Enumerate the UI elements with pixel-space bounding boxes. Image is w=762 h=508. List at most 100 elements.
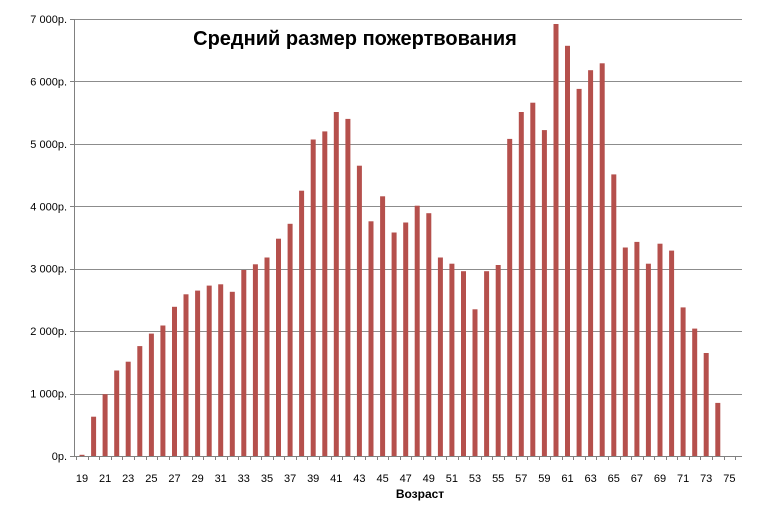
x-tick-label: 65 <box>608 473 620 485</box>
y-tick-label: 4 000р. <box>30 201 67 213</box>
bar <box>565 45 570 457</box>
bar <box>195 290 201 456</box>
bar <box>622 247 628 456</box>
bar <box>345 118 351 457</box>
x-tick-label: 31 <box>215 473 227 485</box>
bar <box>391 232 397 456</box>
bar <box>137 346 143 456</box>
bar <box>79 454 85 456</box>
x-tick-label: 67 <box>631 473 643 485</box>
y-tick-label: 5 000р. <box>30 139 67 151</box>
bar <box>206 285 212 456</box>
x-tick-label: 51 <box>446 473 458 485</box>
x-tick-label: 63 <box>584 473 596 485</box>
bar <box>241 270 247 456</box>
x-tick-label: 61 <box>561 473 573 485</box>
y-tick-label: 1 000р. <box>30 389 67 401</box>
bar <box>472 309 478 456</box>
bar <box>507 138 513 456</box>
y-tick-labels: 0р. 1 000р. 2 000р. 3 000р. 4 000р. 5 000р. 6 … <box>30 14 67 463</box>
bar <box>380 196 386 457</box>
bar <box>160 325 166 456</box>
x-tick-label: 59 <box>538 473 550 485</box>
bar <box>553 24 559 456</box>
x-tick-label: 55 <box>492 473 504 485</box>
y-tick-label: 0р. <box>52 451 67 463</box>
bar <box>611 174 617 456</box>
x-tick-labels: 19 21 23 25 27 29 31 33 35 37 39 41 43 45 47 49 51 53 55 57… <box>76 473 736 485</box>
x-tick-label: 27 <box>168 473 180 485</box>
x-tick-label: 23 <box>122 473 134 485</box>
bar <box>368 221 374 456</box>
x-tick-label: 19 <box>76 473 88 485</box>
bar <box>634 241 640 456</box>
x-tick-label: 53 <box>469 473 481 485</box>
bar <box>229 291 235 456</box>
x-tick-label: 33 <box>238 473 250 485</box>
bar <box>403 222 409 456</box>
y-tick-label: 2 000р. <box>30 326 67 338</box>
chart-title: Средний размер пожертвования <box>193 28 517 50</box>
bar <box>588 70 594 456</box>
x-tick-label: 71 <box>677 473 689 485</box>
bar <box>91 416 97 456</box>
bar <box>599 63 605 457</box>
bar <box>102 394 108 456</box>
bar <box>252 264 258 456</box>
bar-series <box>79 24 721 457</box>
bar <box>576 88 582 457</box>
bar <box>276 238 281 456</box>
bar <box>530 102 536 456</box>
x-axis-label: Возраст <box>396 487 444 501</box>
bar <box>310 139 316 456</box>
bar <box>148 333 154 456</box>
x-tick-label: 29 <box>191 473 203 485</box>
x-tick-label: 21 <box>99 473 111 485</box>
x-tick-label: 57 <box>515 473 527 485</box>
bar <box>461 271 466 456</box>
bar <box>703 353 709 456</box>
bar <box>692 328 698 456</box>
bar <box>669 250 675 456</box>
x-tick-label: 43 <box>353 473 365 485</box>
bar <box>333 112 339 456</box>
bar <box>645 263 651 456</box>
bar <box>183 294 189 456</box>
bar <box>449 263 455 456</box>
x-tick-label: 45 <box>376 473 388 485</box>
bar <box>218 284 224 456</box>
y-tick-label: 6 000р. <box>30 76 67 88</box>
bar <box>437 257 443 456</box>
x-tick-label: 41 <box>330 473 342 485</box>
bar <box>541 130 547 456</box>
bar <box>495 265 501 456</box>
bar <box>484 271 490 456</box>
bar <box>172 306 177 456</box>
x-tick-label: 47 <box>400 473 412 485</box>
x-tick-label: 39 <box>307 473 319 485</box>
bar <box>125 361 131 456</box>
x-tick-label: 73 <box>700 473 712 485</box>
x-tick-label: 35 <box>261 473 273 485</box>
bar <box>299 190 305 456</box>
y-tick-label: 7 000р. <box>30 14 67 26</box>
bar <box>414 205 420 456</box>
bar <box>518 112 524 456</box>
x-tick-label: 37 <box>284 473 296 485</box>
bar <box>264 257 270 456</box>
bar <box>657 243 663 456</box>
x-tick-label: 49 <box>423 473 435 485</box>
bar <box>287 223 293 456</box>
bar <box>322 131 328 456</box>
bar <box>680 307 686 456</box>
bar <box>426 213 432 456</box>
bar <box>356 165 362 456</box>
x-tick-label: 69 <box>654 473 666 485</box>
bar <box>114 370 120 456</box>
bar <box>715 402 721 456</box>
x-tick-label: 25 <box>145 473 157 485</box>
axes <box>70 19 742 460</box>
x-tick-label: 75 <box>723 473 735 485</box>
y-tick-label: 3 000р. <box>30 264 67 276</box>
